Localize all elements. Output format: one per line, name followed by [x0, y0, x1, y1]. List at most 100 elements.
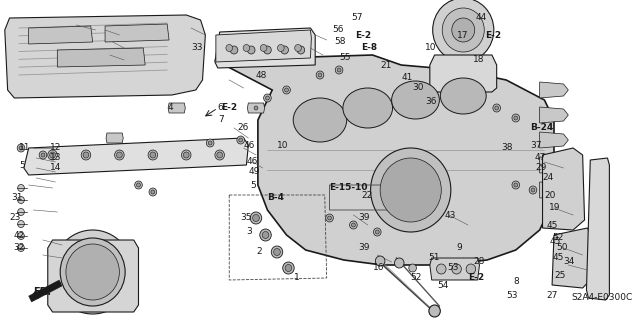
Polygon shape [430, 258, 479, 280]
Text: 37: 37 [530, 140, 541, 150]
Polygon shape [540, 157, 568, 173]
Circle shape [512, 181, 520, 189]
Circle shape [285, 264, 292, 271]
Circle shape [149, 188, 157, 196]
Circle shape [278, 44, 284, 51]
Text: 53: 53 [506, 291, 518, 300]
Circle shape [452, 18, 475, 42]
Polygon shape [430, 55, 497, 92]
Ellipse shape [343, 88, 392, 128]
Text: 47: 47 [535, 153, 547, 162]
Circle shape [433, 0, 494, 62]
Circle shape [83, 152, 89, 158]
Polygon shape [540, 182, 568, 198]
Circle shape [337, 68, 341, 72]
Text: B-4: B-4 [268, 194, 284, 203]
Circle shape [184, 152, 189, 158]
Circle shape [371, 148, 451, 232]
Circle shape [208, 141, 212, 145]
Text: 2: 2 [256, 248, 262, 256]
Polygon shape [168, 103, 186, 113]
Circle shape [514, 116, 518, 120]
Text: 32: 32 [13, 243, 25, 253]
Circle shape [260, 44, 267, 51]
Text: 24: 24 [543, 174, 554, 182]
Circle shape [328, 216, 332, 220]
Text: 23: 23 [10, 213, 21, 222]
Text: 50: 50 [556, 243, 568, 253]
Circle shape [136, 183, 140, 187]
Circle shape [17, 144, 25, 152]
Text: 16: 16 [372, 263, 384, 272]
Polygon shape [216, 30, 312, 62]
Text: 31: 31 [12, 194, 23, 203]
Circle shape [351, 223, 355, 227]
Text: B-24: B-24 [530, 123, 554, 132]
Circle shape [442, 8, 484, 52]
Circle shape [18, 220, 24, 227]
Text: 52: 52 [411, 273, 422, 283]
Circle shape [394, 258, 404, 268]
Polygon shape [215, 55, 554, 265]
Ellipse shape [440, 78, 486, 114]
Text: 52: 52 [552, 234, 563, 242]
Circle shape [237, 136, 244, 144]
Circle shape [19, 146, 23, 150]
Circle shape [318, 73, 322, 77]
Text: 13: 13 [50, 153, 61, 162]
Text: 56: 56 [332, 26, 344, 34]
Text: 9: 9 [456, 243, 462, 253]
Text: 46: 46 [246, 158, 258, 167]
Polygon shape [105, 24, 169, 42]
Text: 35: 35 [241, 213, 252, 222]
Text: E-8: E-8 [361, 43, 377, 53]
Circle shape [116, 152, 122, 158]
Text: E-2: E-2 [485, 31, 501, 40]
Circle shape [264, 46, 271, 54]
Text: E-15-10: E-15-10 [330, 183, 368, 192]
Text: 26: 26 [237, 123, 248, 132]
Circle shape [271, 246, 283, 258]
Circle shape [239, 138, 243, 142]
Circle shape [81, 150, 91, 160]
Circle shape [250, 212, 262, 224]
Ellipse shape [293, 98, 347, 142]
Text: 20: 20 [545, 190, 556, 199]
Text: E-2: E-2 [355, 31, 371, 40]
Circle shape [264, 94, 271, 102]
Circle shape [409, 264, 417, 272]
Polygon shape [543, 148, 584, 230]
Text: 38: 38 [502, 144, 513, 152]
Circle shape [41, 153, 45, 157]
Circle shape [66, 244, 120, 300]
Polygon shape [540, 107, 568, 123]
Text: E-2: E-2 [221, 103, 237, 113]
Text: 36: 36 [425, 98, 436, 107]
Text: 8: 8 [514, 278, 520, 286]
Circle shape [531, 188, 535, 192]
Text: 53: 53 [447, 263, 458, 272]
Text: 54: 54 [438, 280, 449, 290]
Circle shape [39, 151, 47, 159]
Circle shape [436, 264, 446, 274]
Text: 17: 17 [456, 31, 468, 40]
Text: 55: 55 [339, 54, 351, 63]
Circle shape [283, 86, 291, 94]
Text: 18: 18 [473, 56, 484, 64]
Text: 45: 45 [552, 254, 563, 263]
Text: 22: 22 [361, 190, 372, 199]
Circle shape [18, 209, 24, 216]
Text: 58: 58 [334, 38, 346, 47]
Text: 25: 25 [554, 271, 565, 279]
Text: 33: 33 [191, 43, 202, 53]
Circle shape [262, 232, 269, 239]
Text: 43: 43 [444, 211, 456, 219]
Text: 30: 30 [413, 84, 424, 93]
Text: 29: 29 [535, 164, 547, 173]
Circle shape [495, 106, 499, 110]
Circle shape [466, 264, 476, 274]
Circle shape [134, 181, 142, 189]
Text: 10: 10 [425, 43, 436, 53]
Polygon shape [29, 26, 93, 44]
Text: 51: 51 [428, 254, 440, 263]
